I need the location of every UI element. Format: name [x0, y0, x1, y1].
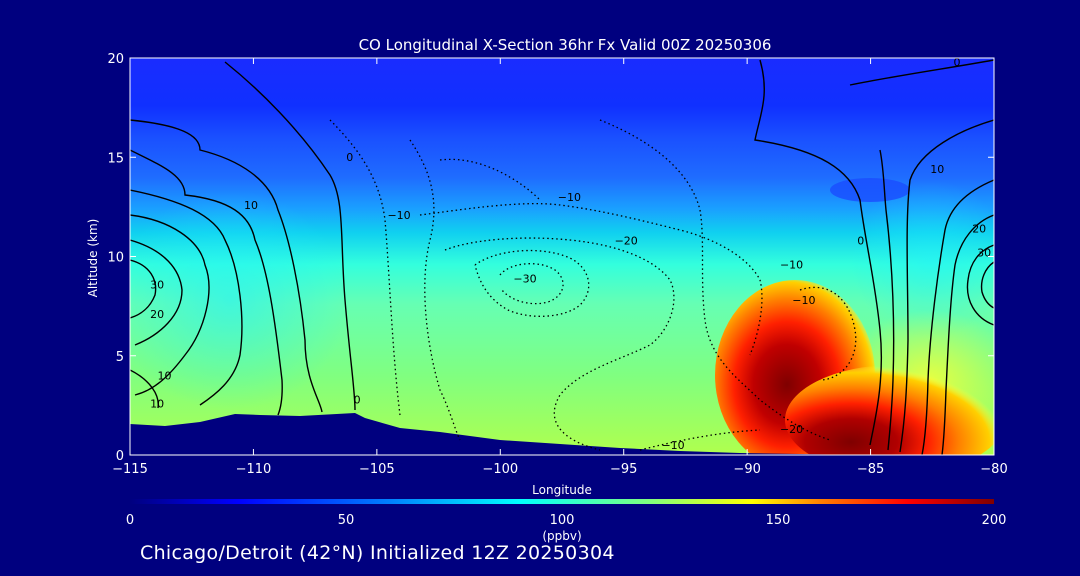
x-tick-label: −110 — [236, 462, 272, 477]
contour-label-group: 0 0 0 0 10 10 10 10 −10 −10 −10 −10 −10 −20 −20 20 20 30 3… — [150, 56, 991, 452]
terrain — [130, 413, 994, 455]
y-axis: 0 5 10 15 20 — [107, 52, 994, 464]
contour-label: 10 — [158, 370, 172, 383]
y-tick-label: 5 — [116, 350, 124, 365]
contour-label: 30 — [977, 247, 991, 260]
contour-lines — [130, 59, 994, 455]
contour-label: 0 — [354, 393, 361, 406]
x-tick-label: −95 — [610, 462, 637, 477]
initialization-caption: Chicago/Detroit (42°N) Initialized 12Z 2… — [140, 542, 615, 564]
colorbar-tick-label: 100 — [550, 513, 575, 528]
colorbar-unit-label: (ppbv) — [542, 529, 581, 543]
contour-label: −10 — [792, 294, 815, 307]
x-tick-label: −100 — [482, 462, 518, 477]
x-tick-label: −80 — [980, 462, 1007, 477]
plot-area: 0 0 0 0 10 10 10 10 −10 −10 −10 −10 −10 −20 −20 20 20 30 3… — [130, 56, 994, 455]
y-tick-label: 15 — [107, 151, 124, 166]
x-tick-label: −115 — [112, 462, 148, 477]
contour-label: 10 — [930, 163, 944, 176]
contour-label: 30 — [150, 278, 164, 291]
contour-label: 0 — [857, 235, 864, 248]
colorbar-tick-label: 200 — [982, 513, 1007, 528]
y-axis-label: Altitude (km) — [86, 219, 100, 298]
cyan-east-region — [850, 180, 994, 340]
y-tick-label: 20 — [107, 52, 124, 67]
contour-label: 0 — [346, 151, 353, 164]
contour-label: 20 — [972, 223, 986, 236]
contour-label: −10 — [387, 209, 410, 222]
y-tick-label: 0 — [116, 449, 124, 464]
contour-label: −30 — [513, 272, 536, 285]
x-axis: −115 −110 −105 −100 −95 −90 −85 −80 — [112, 58, 1008, 477]
y-tick-label: 10 — [107, 251, 124, 266]
colorbar-ticks: 0 50 100 150 200 — [126, 513, 1007, 528]
colorbar-tick-label: 150 — [766, 513, 791, 528]
colorbar-tick-label: 50 — [338, 513, 355, 528]
contour-label: −10 — [558, 191, 581, 204]
plume-east — [785, 365, 994, 455]
x-tick-label: −105 — [359, 462, 395, 477]
x-tick-label: −90 — [733, 462, 760, 477]
chart-title: CO Longitudinal X-Section 36hr Fx Valid … — [359, 36, 772, 54]
contour-label: −10 — [661, 439, 684, 452]
contour-label: −20 — [615, 235, 638, 248]
contour-label: 10 — [244, 199, 258, 212]
contour-label: 20 — [150, 308, 164, 321]
x-axis-label: Longitude — [532, 483, 592, 497]
contour-label: 0 — [953, 56, 960, 69]
contour-label: 10 — [150, 397, 164, 410]
dark-blue-band — [830, 178, 910, 202]
contour-label: −20 — [780, 423, 803, 436]
colorbar — [130, 499, 994, 504]
x-tick-label: −85 — [857, 462, 884, 477]
contour-label: −10 — [780, 258, 803, 271]
colorbar-tick-label: 0 — [126, 513, 134, 528]
